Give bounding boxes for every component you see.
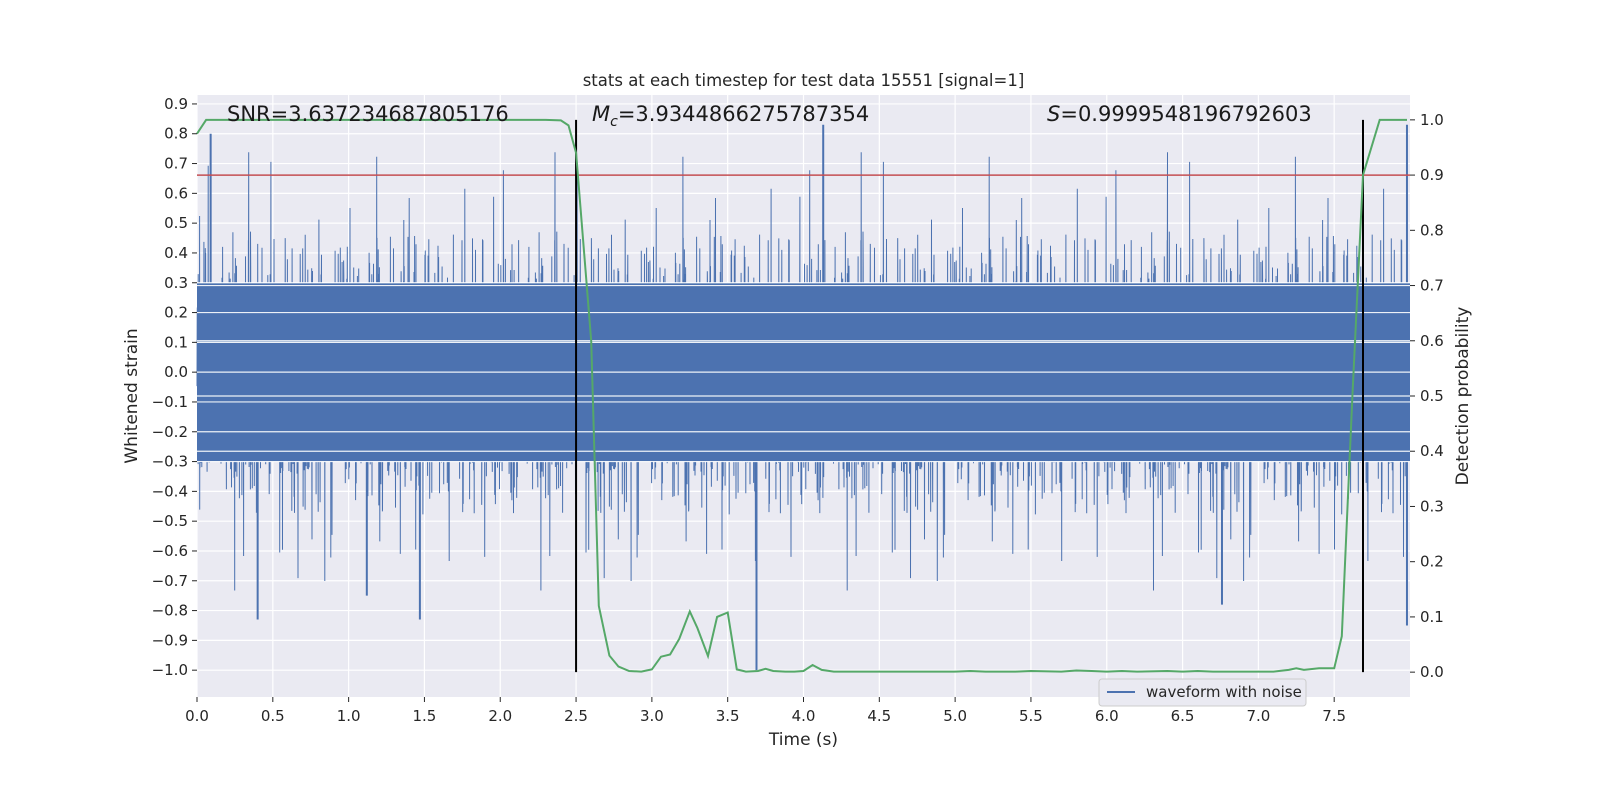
probability-line [196, 118, 1407, 673]
x-tick-label: 0.5 [261, 707, 285, 725]
y-right-tick-label: 0.5 [1420, 387, 1444, 405]
x-tick-label: 1.5 [413, 707, 437, 725]
tick-labels: 0.0 0.5 1.0 1.5 2.0 2.5 3.0 3.5 4.0 4.5 5.0 5.5 6.0 6… [152, 95, 1444, 725]
y-right-tick-label: 1.0 [1420, 111, 1444, 129]
y-left-tick-label: −0.8 [152, 602, 188, 620]
x-tick-label: 6.0 [1095, 707, 1119, 725]
y-left-tick-label: −0.7 [152, 572, 188, 590]
y-left-tick-label: 0.4 [164, 244, 188, 262]
y-left-tick-label: 0.1 [164, 333, 188, 351]
y-right-tick-label: 0.2 [1420, 553, 1444, 571]
y-left-tick-label: 0.9 [164, 95, 188, 113]
legend: waveform with noise [1098, 678, 1307, 707]
y-right-tick-label: 0.0 [1420, 663, 1444, 681]
chirp-mass-value: =3.9344866275787354 [618, 102, 869, 126]
legend-box [1098, 678, 1307, 707]
y-axis-right-label: Detection probability [1453, 307, 1473, 486]
score-value: =0.9999548196792603 [1060, 102, 1311, 126]
x-tick-label: 6.5 [1171, 707, 1195, 725]
y-left-tick-label: −0.9 [152, 631, 188, 649]
legend-label-waveform: waveform with noise [1146, 683, 1302, 701]
x-tick-label: 1.0 [337, 707, 361, 725]
x-tick-label: 5.0 [943, 707, 967, 725]
x-tick-label: 7.0 [1246, 707, 1270, 725]
chirp-mass-symbol: M [592, 102, 610, 126]
y-right-tick-label: 0.9 [1420, 166, 1444, 184]
y-left-tick-label: 0.3 [164, 274, 188, 292]
x-tick-label: 3.5 [716, 707, 740, 725]
x-tick-label: 7.5 [1322, 707, 1346, 725]
x-tick-label: 0.0 [185, 707, 209, 725]
y-left-tick-label: −0.2 [152, 423, 188, 441]
y-left-tick-label: −0.3 [152, 453, 188, 471]
y-right-tick-label: 0.1 [1420, 608, 1444, 626]
y-left-tick-label: 0.6 [164, 184, 188, 202]
score-annotation: S=0.9999548196792603 [1047, 102, 1312, 126]
y-left-tick-label: −1.0 [152, 661, 188, 679]
y-left-tick-label: 0.5 [164, 214, 188, 232]
y-right-tick-label: 0.3 [1420, 497, 1444, 515]
y-right-tick-label: 0.6 [1420, 332, 1444, 350]
x-tick-label: 4.5 [867, 707, 891, 725]
y-axis-left-label: Whitened strain [122, 328, 142, 463]
chart-title: stats at each timestep for test data 155… [583, 71, 1025, 90]
y-right-tick-label: 0.7 [1420, 277, 1444, 295]
x-tick-label: 2.0 [488, 707, 512, 725]
y-left-tick-label: −0.4 [152, 482, 188, 500]
chirp-mass-subscript: c [610, 114, 618, 130]
waveform-series [196, 124, 1410, 671]
x-tick-label: 2.5 [564, 707, 588, 725]
y-right-tick-label: 0.8 [1420, 221, 1444, 239]
y-left-tick-label: 0.2 [164, 304, 188, 322]
y-left-tick-label: 0.0 [164, 363, 188, 381]
x-tick-label: 5.5 [1019, 707, 1043, 725]
x-axis-label: Time (s) [768, 730, 838, 750]
chirp-mass-annotation: Mc=3.9344866275787354 [592, 102, 869, 130]
y-left-tick-label: −0.6 [152, 542, 188, 560]
y-left-tick-label: −0.1 [152, 393, 188, 411]
y-right-tick-label: 0.4 [1420, 442, 1444, 460]
vertical-markers [575, 119, 1364, 673]
y-left-tick-label: 0.7 [164, 155, 188, 173]
y-left-tick-label: −0.5 [152, 512, 188, 530]
score-symbol: S [1047, 102, 1060, 126]
x-tick-label: 4.0 [792, 707, 816, 725]
probability-series [196, 118, 1407, 673]
y-left-tick-label: 0.8 [164, 125, 188, 143]
x-tick-label: 3.0 [640, 707, 664, 725]
snr-annotation: SNR=3.637234687805176 [227, 102, 509, 126]
